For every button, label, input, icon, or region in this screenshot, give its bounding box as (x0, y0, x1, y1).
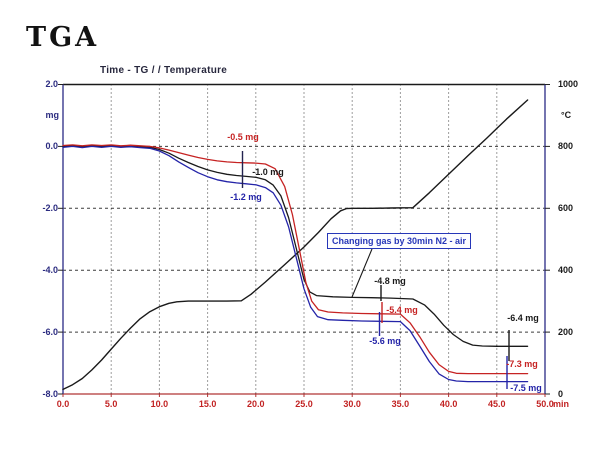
left-axis-tick-label: -6.0 (42, 326, 58, 337)
right-axis-tick-label: 200 (558, 326, 574, 337)
mass-loss-label: -1.0 mg (252, 167, 284, 177)
x-axis-unit-label: min (553, 399, 570, 409)
left-axis-tick-label: -4.0 (42, 264, 58, 275)
x-axis-tick-label: 40.0 (439, 399, 458, 409)
tg-blue-curve (62, 145, 529, 383)
left-axis-unit-label: mg (45, 110, 60, 120)
x-axis-tick-label: 20.0 (247, 399, 265, 409)
left-axis-tick-label: 0.0 (45, 140, 58, 151)
gas-change-annotation: Changing gas by 30min N2 - air (327, 233, 472, 249)
x-axis-tick-label: 30.0 (343, 399, 361, 409)
mass-loss-label: -5.4 mg (386, 305, 418, 315)
right-axis-tick-label: 800 (558, 140, 574, 151)
x-axis-tick-label: 50.0 (536, 399, 554, 409)
mass-loss-label: -7.3 mg (506, 359, 538, 369)
x-axis-tick-label: 35.0 (391, 399, 410, 409)
mass-loss-label: -5.6 mg (369, 336, 401, 346)
x-axis-tick-label: 0.0 (56, 399, 70, 409)
chart-title: Time - TG / / Temperature (100, 65, 228, 76)
right-axis-unit-label: °C (561, 110, 572, 120)
temperature-curve (62, 99, 529, 391)
right-axis-tick-label: 1000 (558, 79, 579, 89)
tg-black-curve (62, 144, 529, 347)
right-axis-tick-label: 0 (558, 388, 564, 399)
mass-loss-label: -6.4 mg (507, 313, 539, 323)
tg-red-curve (62, 144, 529, 375)
x-axis-tick-label: 10.0 (150, 399, 169, 409)
mass-loss-label: -4.8 mg (374, 276, 406, 286)
left-axis-tick-label: -8.0 (42, 388, 58, 399)
x-axis-tick-label: 5.0 (104, 399, 118, 409)
x-axis-tick-label: 15.0 (198, 399, 217, 409)
mass-loss-label: -1.2 mg (230, 192, 262, 202)
left-axis-tick-label: 2.0 (45, 79, 58, 89)
mass-loss-label: -0.5 mg (227, 132, 259, 142)
right-axis-tick-label: 600 (558, 202, 574, 213)
x-axis-tick-label: 25.0 (295, 399, 313, 409)
right-axis-tick-label: 400 (558, 264, 574, 275)
gas-annotation-leader (351, 248, 373, 298)
mass-loss-label: -7.5 mg (510, 383, 542, 393)
gas-change-annotation-text: Changing gas by 30min N2 - air (332, 236, 467, 246)
x-axis-tick-label: 45.0 (488, 399, 506, 409)
app-logo: TGA (26, 22, 100, 53)
left-axis-tick-label: -2.0 (42, 202, 58, 213)
